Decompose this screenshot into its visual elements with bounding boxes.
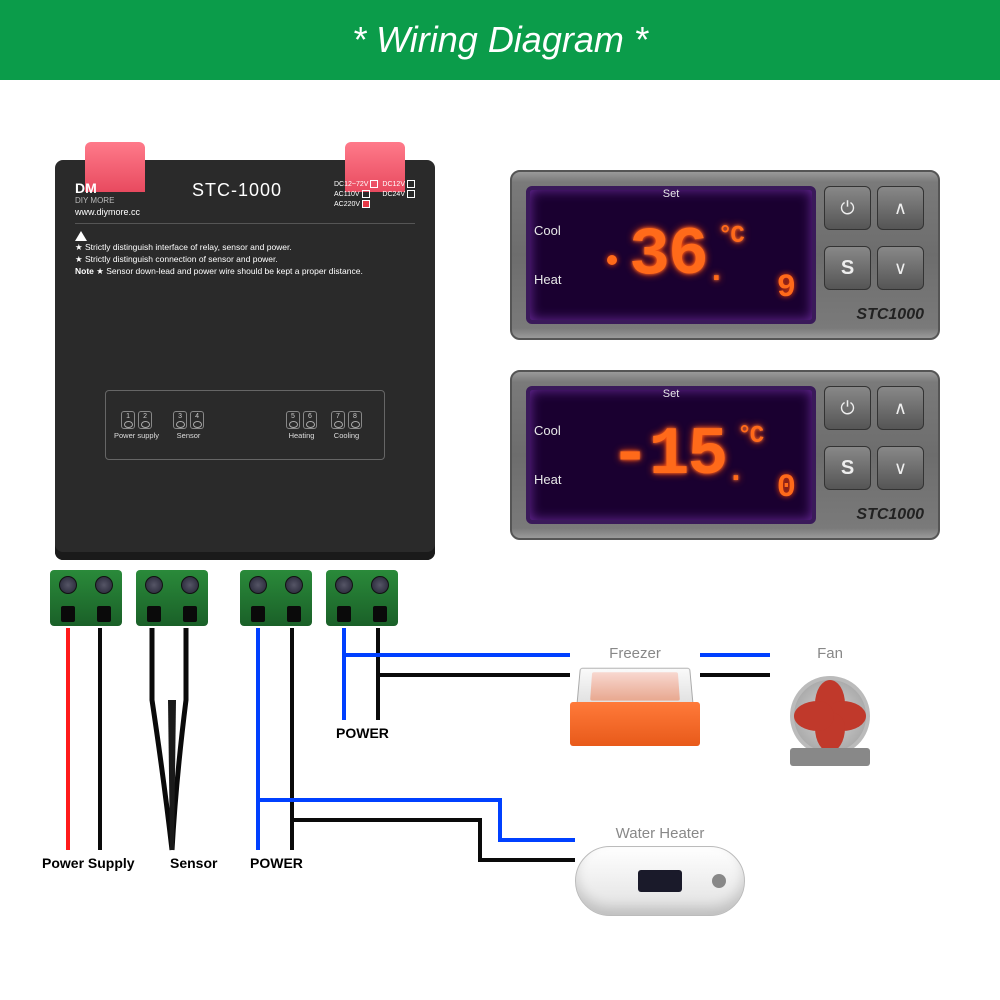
up-button[interactable]: ∧ [877,186,924,230]
display-panel-1: Set Cool Heat 36.°C 9 ⏻ ∧ S ∨ STC1000 [510,170,940,340]
cool-label: Cool [534,423,561,438]
heat-label: Heat [534,272,561,287]
down-button[interactable]: ∨ [877,246,924,290]
set-button[interactable]: S [824,246,871,290]
power-button[interactable]: ⏻ [824,186,871,230]
terminal-power-supply: 1 2 Power supply [114,411,159,440]
chevron-up-icon: ∧ [894,398,907,419]
fan-label: Fan [770,645,890,662]
label-power-1: POWER [250,855,303,871]
green-terminals-right [240,570,398,626]
green-terminals-left [50,570,208,626]
back-panel: DM DIY MORE www.diymore.cc STC-1000 DC12… [75,180,415,500]
lcd-screen-1: Set Cool Heat 36.°C 9 [526,186,816,324]
water-heater-icon [575,846,745,916]
power-button[interactable]: ⏻ [824,386,871,430]
brand-logo: DM [75,180,140,196]
up-button[interactable]: ∧ [877,386,924,430]
freezer-label: Freezer [570,645,700,662]
model-tag-1: STC1000 [824,306,924,324]
terminal-sensor: 3 4 Sensor [173,411,204,440]
freezer-icon [570,666,700,746]
chevron-down-icon: ∨ [894,458,907,479]
brand-url: www.diymore.cc [75,207,140,217]
power-icon: ⏻ [840,398,854,419]
button-grid-2: ⏻ ∧ S ∨ STC1000 [824,386,924,524]
water-heater-label: Water Heater [575,825,745,842]
display-panel-2: Set Cool Heat -15.°C 0 ⏻ ∧ S ∨ STC1000 [510,370,940,540]
terminal-cooling: 7 8 Cooling [331,411,362,440]
terminal-diagram: 1 2 Power supply 3 4 Sensor 5 6 [105,390,385,460]
header-title: * Wiring Diagram * [352,19,648,61]
controller-back-unit: DM DIY MORE www.diymore.cc STC-1000 DC12… [55,160,435,560]
model-number: STC-1000 [192,180,282,201]
voltage-checkboxes: DC12~72V DC12V AC110V DC24V AC220V [334,180,415,208]
water-heater-appliance: Water Heater [575,825,745,916]
warning-notes: ★ Strictly distinguish interface of rela… [75,230,415,278]
fan-icon [770,666,890,766]
heat-label: Heat [534,472,561,487]
header-band: * Wiring Diagram * [0,0,1000,80]
set-label: Set [663,388,680,400]
fan-appliance: Fan [770,645,890,766]
chevron-down-icon: ∨ [894,258,907,279]
down-button[interactable]: ∨ [877,446,924,490]
diagram-content: DM DIY MORE www.diymore.cc STC-1000 DC12… [0,80,1000,1000]
warning-icon [75,231,87,241]
brand-name: DIY MORE [75,196,140,205]
terminal-heating: 5 6 Heating [286,411,317,440]
indicator-dot [607,255,617,265]
power-icon: ⏻ [840,198,854,219]
temperature-reading-1: 36.°C [599,217,743,294]
set-label: Set [663,188,680,200]
temperature-reading-2: -15.°C [580,417,762,494]
label-sensor: Sensor [170,855,217,871]
chevron-up-icon: ∧ [894,198,907,219]
terminal-block [50,570,122,626]
lcd-screen-2: Set Cool Heat -15.°C 0 [526,386,816,524]
button-grid-1: ⏻ ∧ S ∨ STC1000 [824,186,924,324]
freezer-appliance: Freezer [570,645,700,746]
terminal-block [240,570,312,626]
label-power-2: POWER [336,725,389,741]
cool-label: Cool [534,223,561,238]
terminal-block [326,570,398,626]
terminal-block [136,570,208,626]
model-tag-2: STC1000 [824,506,924,524]
set-button[interactable]: S [824,446,871,490]
label-power-supply: Power Supply [42,855,135,871]
